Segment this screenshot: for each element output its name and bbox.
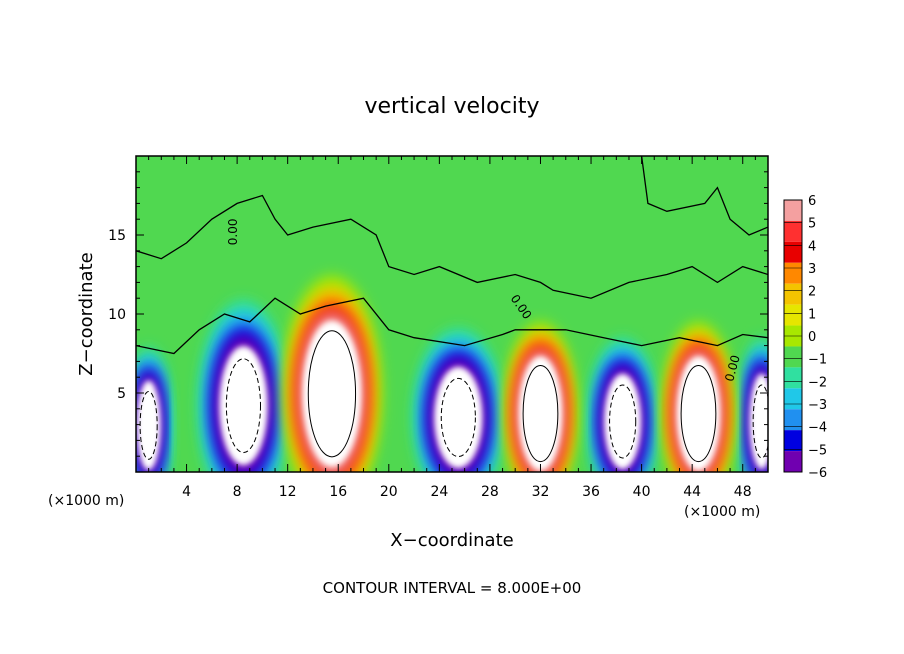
- x-tick-label: 8: [233, 484, 242, 500]
- y-tick-label: 5: [117, 386, 126, 402]
- x-axis-label: X−coordinate: [390, 530, 513, 551]
- plot-area: 0.000.000.00: [136, 156, 768, 472]
- downdraft-2: [588, 337, 658, 472]
- colorbar-swatch: [784, 388, 802, 410]
- updraft-0-band-5: [302, 321, 362, 467]
- colorbar-label: 4: [808, 239, 816, 254]
- colorbar-label: −1: [808, 353, 827, 368]
- downdraft-0: [198, 299, 289, 472]
- y-tick-label: 10: [108, 307, 126, 323]
- zero-contour-0: [136, 194, 768, 299]
- zero-contour-2: [136, 297, 768, 355]
- updraft-2: [662, 321, 735, 472]
- colorbar-label: 2: [808, 285, 816, 300]
- colorbar-label: −4: [808, 421, 827, 436]
- x-tick-label: 32: [532, 484, 550, 500]
- downdraft-2-band-5: [604, 373, 642, 470]
- x-tick-label: 48: [734, 484, 752, 500]
- colorbar-swatch: [784, 451, 802, 472]
- updraft-inner-contour-2: [680, 365, 717, 463]
- updraft-inner-contour-0: [307, 330, 357, 458]
- x-tick-label: 44: [683, 484, 701, 500]
- x-tick-label: 12: [279, 484, 297, 500]
- downdraft-1: [413, 328, 504, 472]
- colorbar-swatch: [784, 220, 802, 242]
- colorbar-swatch: [784, 367, 802, 389]
- downdraft-inner-contour-2: [609, 384, 637, 459]
- downdraft-inner-contour-3: [139, 390, 158, 460]
- downdraft-4: [739, 337, 768, 472]
- updraft-inner-contour-1: [522, 365, 559, 463]
- colorbar-swatch: [784, 262, 802, 284]
- downdraft-inner-contour-4: [752, 384, 768, 459]
- colorbar-swatch: [784, 409, 802, 431]
- colorbar-swatch: [784, 346, 802, 368]
- contour-interval-note: CONTOUR INTERVAL = 8.000E+00: [323, 579, 582, 597]
- colorbar-swatch: [784, 241, 802, 263]
- colorbar-label: 5: [808, 217, 816, 232]
- chart-title: vertical velocity: [364, 94, 539, 119]
- colorbar-label: −3: [808, 398, 827, 413]
- x-tick-label: 16: [329, 484, 347, 500]
- downdraft-inner-contour-1: [440, 377, 476, 458]
- downdraft-1-band-5: [434, 366, 483, 469]
- contour-lines: 0.000.000.00: [136, 156, 768, 463]
- y-axis-ticks: 5 10 15: [108, 171, 768, 457]
- zero-contour-1: [640, 156, 768, 236]
- y-axis-label: Z−coordinate: [76, 252, 97, 375]
- downdraft-0-band-5: [219, 345, 268, 466]
- colorbar-label: 6: [808, 194, 816, 209]
- colorbar-swatch: [784, 430, 802, 452]
- x-tick-label: 28: [481, 484, 499, 500]
- downdraft-4-band-5: [749, 373, 768, 470]
- x-axis-ticks: 4 8 12 16 20 24 28 32 36 40 44 48: [148, 156, 756, 500]
- colorbar-label: −5: [808, 443, 827, 458]
- downdraft-inner-contour-0: [225, 358, 262, 454]
- colorbar-label: 3: [808, 262, 816, 277]
- colorbar-swatch: [784, 283, 802, 305]
- colorbar-label: −6: [808, 466, 827, 481]
- colorbar-swatch: [784, 304, 802, 326]
- x-tick-label: 40: [633, 484, 651, 500]
- colorbar: 6 5 4 3 2 1 0 −1 −2 −3 −4 −5 −6: [783, 194, 827, 481]
- contour-label-2: 0.00: [722, 354, 742, 383]
- colorbar-label: 0: [808, 330, 816, 345]
- x-unit-left: (×1000 m): [48, 493, 124, 509]
- colorbar-label: −2: [808, 375, 827, 390]
- x-tick-label: 24: [430, 484, 448, 500]
- contour-label-0: 0.00: [226, 218, 240, 245]
- colorbar-label: 1: [808, 307, 816, 322]
- updraft-1-band-5: [518, 356, 562, 471]
- updraft-2-band-5: [676, 356, 720, 471]
- colorbar-swatch: [784, 200, 802, 221]
- x-tick-label: 4: [182, 484, 191, 500]
- y-tick-label: 15: [108, 228, 126, 244]
- downdraft-3: [136, 347, 172, 472]
- updraft-1: [504, 321, 577, 472]
- x-unit-right: (×1000 m): [684, 504, 760, 520]
- velocity-field: [136, 275, 768, 472]
- x-tick-label: 36: [582, 484, 600, 500]
- x-tick-label: 20: [380, 484, 398, 500]
- updraft-0: [282, 275, 382, 472]
